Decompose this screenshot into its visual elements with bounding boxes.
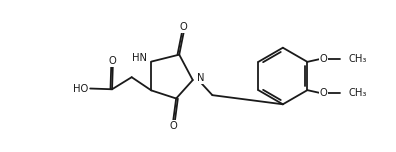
Text: O: O <box>180 22 188 32</box>
Text: O: O <box>319 88 327 98</box>
Text: O: O <box>169 121 177 131</box>
Text: CH₃: CH₃ <box>348 54 367 64</box>
Text: CH₃: CH₃ <box>348 88 367 98</box>
Text: O: O <box>319 54 327 64</box>
Text: HN: HN <box>133 53 147 63</box>
Text: N: N <box>196 73 204 83</box>
Text: HO: HO <box>73 83 88 93</box>
Text: O: O <box>109 56 117 66</box>
